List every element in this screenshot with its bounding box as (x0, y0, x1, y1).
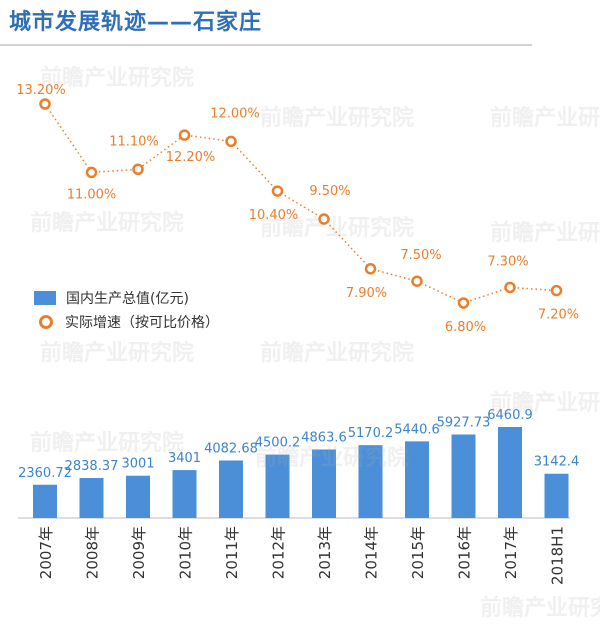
growth-line (44, 103, 557, 304)
page-title: 城市发展轨迹——石家庄 (9, 10, 263, 35)
gdp-bar-label: 6460.9 (487, 408, 533, 423)
gdp-bar (498, 427, 522, 518)
gdp-bar-label: 3401 (168, 451, 201, 466)
gdp-bar (358, 445, 383, 518)
growth-point (271, 185, 284, 197)
gdp-bar-label: 5927.73 (437, 416, 491, 431)
category-tick-label: 2014年 (363, 526, 381, 579)
gdp-bar-label: 2838.37 (65, 459, 119, 474)
growth-point-label: 7.50% (400, 248, 441, 263)
legend-growth-label: 实际增速（按可比价格） (65, 315, 219, 331)
gdp-bar-label: 4500.2 (255, 436, 301, 451)
growth-point (318, 213, 330, 225)
growth-point (550, 284, 563, 297)
growth-point (364, 263, 377, 275)
growth-point (39, 98, 51, 110)
gdp-bar (312, 449, 336, 518)
category-tick-label: 2017年 (502, 526, 520, 579)
gdp-bar (172, 470, 197, 518)
growth-point (132, 163, 144, 176)
growth-point-label: 12.00% (210, 106, 260, 121)
legend-ring-swatch (39, 315, 53, 329)
growth-point (411, 275, 423, 287)
gdp-bar (265, 454, 290, 518)
gdp-bar (451, 434, 476, 518)
category-tick-label: 2015年 (409, 526, 427, 579)
gdp-bar (79, 478, 104, 518)
growth-point-label: 7.30% (487, 254, 528, 269)
gdp-bar-label: 4863.6 (301, 430, 347, 445)
gdp-bar (33, 484, 57, 518)
legend-bar-swatch (34, 291, 56, 305)
category-tick-label: 2007年 (37, 526, 55, 579)
title-divider (0, 44, 532, 46)
gdp-bar (405, 441, 429, 518)
gdp-bar (544, 473, 569, 518)
legend-gdp: 国内生产总值(亿元) (34, 288, 189, 308)
growth-point (504, 281, 516, 294)
category-tick-label: 2018H1 (549, 526, 567, 585)
growth-point (225, 135, 237, 148)
gdp-bar-label: 3142.4 (534, 455, 580, 470)
growth-point-label: 9.50% (309, 184, 350, 199)
growth-point-label: 7.20% (538, 308, 579, 323)
growth-point (178, 129, 191, 141)
growth-point-label: 6.80% (445, 320, 486, 335)
growth-point-label: 13.20% (16, 83, 66, 98)
gdp-bar (219, 460, 243, 518)
category-tick-label: 2008年 (84, 526, 102, 579)
category-tick-label: 2012年 (270, 526, 288, 579)
growth-point (457, 297, 470, 309)
category-tick-label: 2010年 (177, 526, 195, 579)
gdp-bar-label: 4082.68 (204, 441, 258, 456)
gdp-bar-label: 3001 (121, 457, 154, 472)
growth-point (85, 166, 98, 179)
growth-point-label: 10.40% (249, 208, 299, 223)
growth-point-label: 12.20% (166, 150, 216, 165)
growth-point-label: 7.90% (346, 286, 387, 301)
growth-point-label: 11.00% (67, 187, 117, 202)
category-tick-label: 2011年 (223, 526, 241, 579)
category-tick-label: 2013年 (316, 526, 334, 579)
growth-point-label: 11.10% (109, 134, 159, 149)
gdp-bar-label: 5170.2 (348, 426, 394, 441)
gdp-bar (126, 475, 150, 518)
category-tick-label: 2016年 (456, 526, 474, 579)
gdp-bar-label: 5440.6 (394, 422, 440, 437)
legend-growth: 实际增速（按可比价格） (34, 312, 219, 332)
legend-gdp-label: 国内生产总值(亿元) (66, 291, 189, 307)
gdp-bar-label: 2360.72 (18, 466, 72, 481)
category-tick-label: 2009年 (130, 526, 148, 579)
